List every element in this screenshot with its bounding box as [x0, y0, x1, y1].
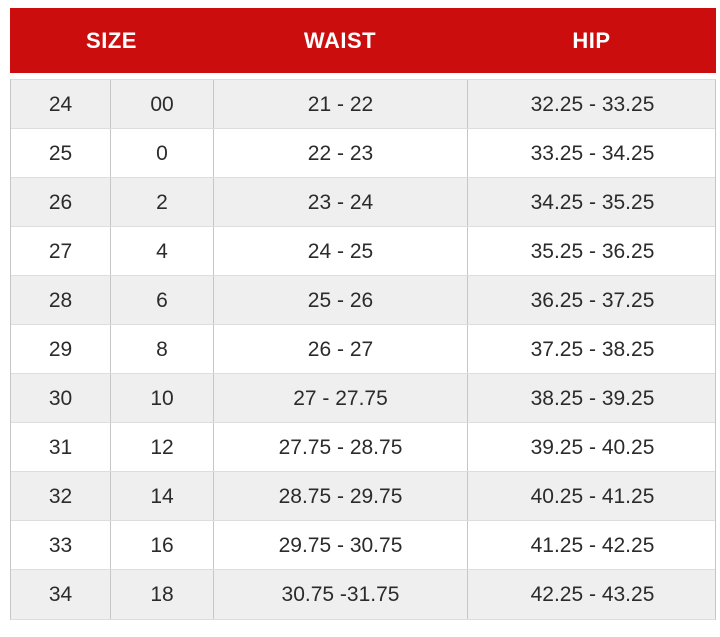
cell-size: 31: [11, 423, 111, 471]
cell-waist: 30.75 -31.75: [214, 570, 468, 619]
cell-waist: 21 - 22: [214, 80, 468, 128]
cell-size-alt: 10: [111, 374, 214, 422]
cell-hip: 41.25 - 42.25: [530, 533, 655, 557]
table-row: 27 4 24 - 25 35.25 - 36.25: [11, 227, 715, 276]
cell-size-alt: 18: [111, 570, 214, 619]
cell-size-alt: 6: [111, 276, 214, 324]
cell-size-alt: 00: [111, 80, 214, 128]
cell-waist: 27.75 - 28.75: [214, 423, 468, 471]
header-size: SIZE: [86, 27, 137, 53]
table-row: 30 10 27 - 27.75 38.25 - 39.25: [11, 374, 715, 423]
cell-hip: 40.25 - 41.25: [530, 484, 655, 508]
table-header-row: SIZE WAIST HIP: [10, 8, 716, 73]
header-waist: WAIST: [303, 27, 377, 53]
cell-size: 32: [11, 472, 111, 520]
cell-size: 30: [11, 374, 111, 422]
table-row: 34 18 30.75 -31.75 42.25 - 43.25: [11, 570, 715, 619]
cell-size: 28: [11, 276, 111, 324]
cell-size-alt: 4: [111, 227, 214, 275]
cell-waist: 23 - 24: [214, 178, 468, 226]
cell-hip: 34.25 - 35.25: [530, 190, 655, 214]
cell-waist: 22 - 23: [214, 129, 468, 177]
table-row: 24 00 21 - 22 32.25 - 33.25: [11, 80, 715, 129]
cell-size-alt: 0: [111, 129, 214, 177]
cell-hip: 36.25 - 37.25: [530, 288, 655, 312]
table-row: 26 2 23 - 24 34.25 - 35.25: [11, 178, 715, 227]
cell-hip: 42.25 - 43.25: [530, 583, 655, 606]
table-row: 29 8 26 - 27 37.25 - 38.25: [11, 325, 715, 374]
cell-waist: 28.75 - 29.75: [214, 472, 468, 520]
cell-hip: 37.25 - 38.25: [530, 337, 655, 361]
cell-hip: 39.25 - 40.25: [530, 435, 655, 459]
cell-hip: 35.25 - 36.25: [530, 239, 655, 263]
cell-size-alt: 16: [111, 521, 214, 569]
cell-size: 25: [11, 129, 111, 177]
cell-size-alt: 14: [111, 472, 214, 520]
table-row: 31 12 27.75 - 28.75 39.25 - 40.25: [11, 423, 715, 472]
cell-waist: 29.75 - 30.75: [214, 521, 468, 569]
cell-size: 33: [11, 521, 111, 569]
cell-size: 24: [11, 80, 111, 128]
cell-size: 34: [11, 570, 111, 619]
cell-hip: 32.25 - 33.25: [530, 92, 655, 116]
size-chart-table: SIZE WAIST HIP 24 00 21 - 22 32.25 - 33.25 2…: [10, 8, 716, 620]
cell-size-alt: 12: [111, 423, 214, 471]
cell-waist: 24 - 25: [214, 227, 468, 275]
cell-size: 27: [11, 227, 111, 275]
cell-hip: 38.25 - 39.25: [530, 386, 655, 410]
cell-size-alt: 8: [111, 325, 214, 373]
table-row: 25 0 22 - 23 33.25 - 34.25: [11, 129, 715, 178]
table-row: 33 16 29.75 - 30.75 41.25 - 42.25: [11, 521, 715, 570]
cell-hip: 33.25 - 34.25: [530, 141, 655, 165]
cell-size: 26: [11, 178, 111, 226]
cell-size-alt: 2: [111, 178, 214, 226]
cell-waist: 27 - 27.75: [214, 374, 468, 422]
cell-size: 29: [11, 325, 111, 373]
header-hip: HIP: [572, 27, 611, 53]
table-body: 24 00 21 - 22 32.25 - 33.25 25 0 22 - 23 33.25 …: [10, 79, 716, 620]
table-row: 32 14 28.75 - 29.75 40.25 - 41.25: [11, 472, 715, 521]
cell-waist: 26 - 27: [214, 325, 468, 373]
cell-waist: 25 - 26: [214, 276, 468, 324]
table-row: 28 6 25 - 26 36.25 - 37.25: [11, 276, 715, 325]
